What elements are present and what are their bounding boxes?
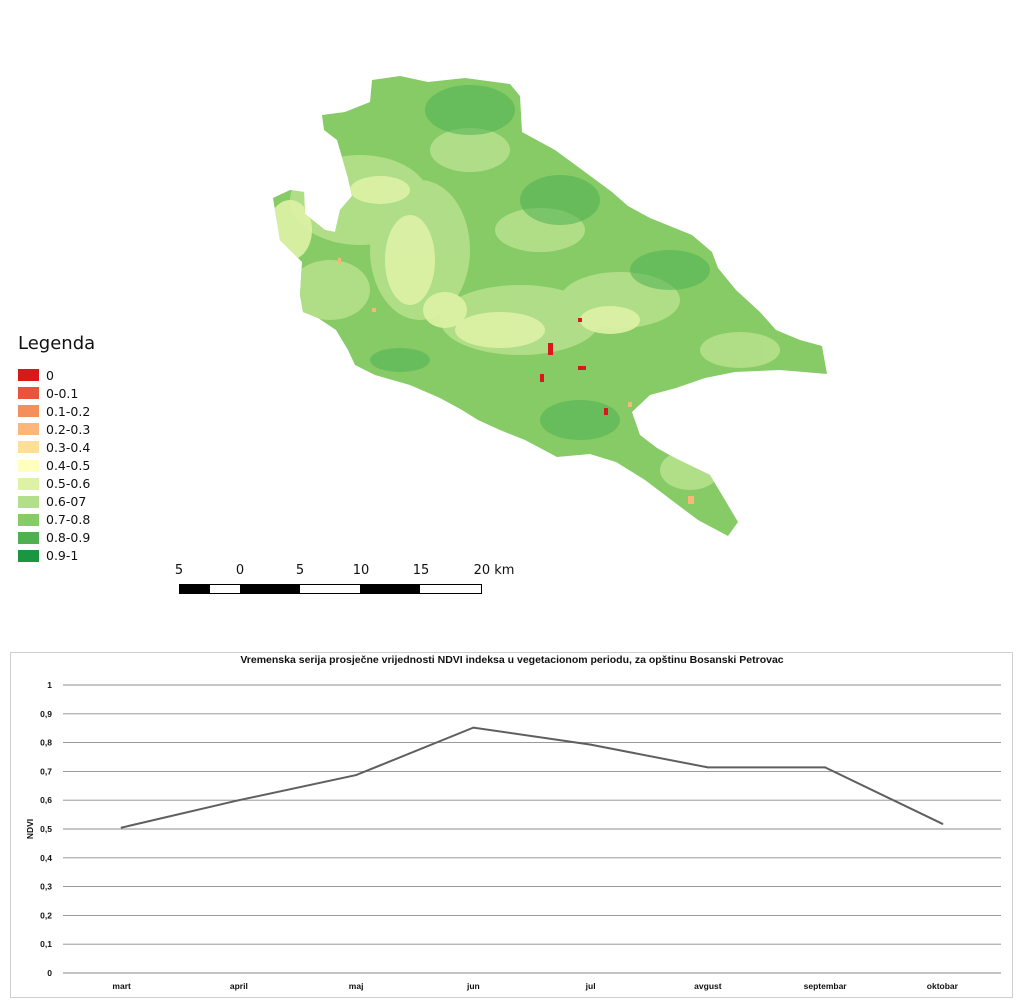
y-tick-label: 0,9 xyxy=(40,709,52,719)
data-point xyxy=(472,726,475,729)
x-tick-label: mart xyxy=(112,981,131,991)
legend-item: 0.2-0.3 xyxy=(18,420,95,438)
scalebar-segment xyxy=(209,585,241,593)
y-tick-label: 0,8 xyxy=(40,738,52,748)
legend-label: 0.1-0.2 xyxy=(46,403,91,419)
y-tick-label: 0,5 xyxy=(40,824,52,834)
scalebar-label: 20 km xyxy=(473,563,515,578)
legend-label: 0-0.1 xyxy=(46,385,79,401)
data-point xyxy=(941,822,944,825)
y-tick-label: 0,7 xyxy=(40,766,52,776)
ndvi-series-line xyxy=(121,726,943,829)
x-tick-labels: mart april maj jun jul avgust septembar oktobar xyxy=(112,981,958,991)
legend-item: 0.8-0.9 xyxy=(18,529,95,547)
legend-label: 0.6-07 xyxy=(46,494,87,510)
legend-swatch xyxy=(18,477,39,490)
legend-items: 0 0-0.1 0.1-0.2 0.2-0.3 0.3-0.4 0.4-0.5 0.5-0.… xyxy=(18,366,95,565)
data-point xyxy=(120,826,123,829)
legend-item: 0 xyxy=(18,366,95,384)
legend-swatch xyxy=(18,495,39,508)
x-tick-label: april xyxy=(230,981,248,991)
legend-item: 0.9-1 xyxy=(18,547,95,565)
x-tick-label: maj xyxy=(349,981,364,991)
x-tick-label: septembar xyxy=(804,981,848,991)
legend-label: 0.8-0.9 xyxy=(46,530,91,546)
data-point xyxy=(589,743,592,746)
legend-title: Legenda xyxy=(18,333,96,354)
y-tick-label: 0,6 xyxy=(40,795,52,805)
scalebar-label: 0 xyxy=(235,563,245,578)
legend-item: 0.5-0.6 xyxy=(18,475,95,493)
chart-frame xyxy=(10,652,1013,998)
scalebar-labels: 5 0 5 10 15 20 km xyxy=(0,563,1024,579)
legend-swatch xyxy=(18,423,39,436)
data-point xyxy=(824,766,827,769)
legend-item: 0.3-0.4 xyxy=(18,438,95,456)
legend-swatch xyxy=(18,369,39,382)
legend-swatch xyxy=(18,387,39,400)
data-point xyxy=(706,766,709,769)
legend-item: 0-0.1 xyxy=(18,384,95,402)
data-point xyxy=(355,774,358,777)
legend-item: 0.6-07 xyxy=(18,493,95,511)
legend-label: 0.9-1 xyxy=(46,548,79,564)
scalebar-segment xyxy=(240,585,301,593)
y-axis-label: NDVI xyxy=(25,819,35,839)
y-tick-label: 0,4 xyxy=(40,853,52,863)
y-tick-label: 0,2 xyxy=(40,910,52,920)
scalebar xyxy=(179,584,482,594)
chart-series xyxy=(120,726,944,829)
scalebar-label: 5 xyxy=(295,563,305,578)
x-tick-label: jul xyxy=(585,981,596,991)
scalebar-label: 10 xyxy=(352,563,370,578)
scalebar-segment xyxy=(420,585,482,593)
y-tick-label: 0 xyxy=(47,968,52,978)
legend-label: 0.2-0.3 xyxy=(46,421,91,437)
legend-label: 0.3-0.4 xyxy=(46,439,91,455)
x-tick-label: jun xyxy=(466,981,480,991)
legend-swatch xyxy=(18,459,39,472)
legend-item: 0.1-0.2 xyxy=(18,402,95,420)
y-tick-label: 0,3 xyxy=(40,882,52,892)
y-tick-label: 0,1 xyxy=(40,939,52,949)
scalebar-segment xyxy=(180,585,210,593)
scalebar-segment xyxy=(300,585,361,593)
chart-title: Vremenska serija prosječne vrijednosti N… xyxy=(240,654,784,666)
chart-grid xyxy=(63,684,1001,974)
legend-label: 0.7-0.8 xyxy=(46,512,91,528)
x-tick-label: avgust xyxy=(694,981,722,991)
legend-swatch xyxy=(18,549,39,562)
legend-label: 0.4-0.5 xyxy=(46,458,91,474)
y-tick-labels: 0 0,1 0,2 0,3 0,4 0,5 0,6 0,7 0,8 0,9 1 xyxy=(40,680,52,978)
y-tick-label: 1 xyxy=(47,680,52,690)
ndvi-map xyxy=(273,76,827,536)
scalebar-label: 15 xyxy=(412,563,430,578)
legend-swatch xyxy=(18,513,39,526)
legend-swatch xyxy=(18,531,39,544)
legend-item: 0.7-0.8 xyxy=(18,511,95,529)
scalebar-segment xyxy=(360,585,421,593)
x-tick-label: oktobar xyxy=(927,981,959,991)
data-point xyxy=(237,799,240,802)
legend-label: 0.5-0.6 xyxy=(46,476,91,492)
legend-item: 0.4-0.5 xyxy=(18,456,95,474)
map-legend: Legenda 0 0-0.1 0.1-0.2 0.2-0.3 0.3-0.4 0.4-0… xyxy=(18,333,95,565)
scalebar-label: 5 xyxy=(174,563,184,578)
legend-swatch xyxy=(18,441,39,454)
legend-swatch xyxy=(18,405,39,418)
legend-label: 0 xyxy=(46,367,54,383)
